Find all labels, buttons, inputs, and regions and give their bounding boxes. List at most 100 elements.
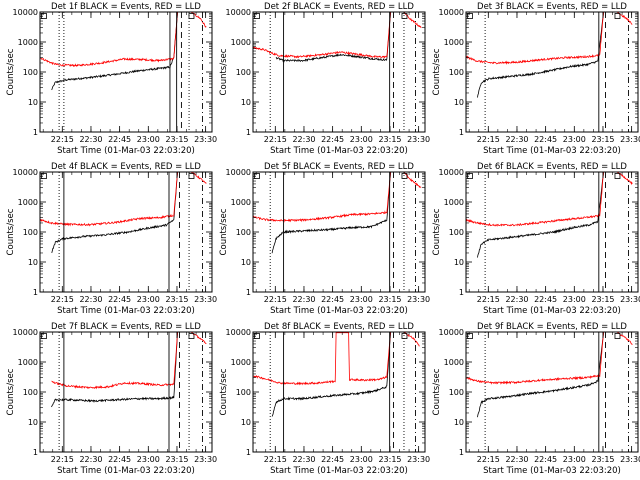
y-tick-label: 1000	[18, 198, 38, 207]
flag-box	[188, 173, 195, 179]
y-tick-label: 1000	[444, 38, 464, 47]
panel-title: Det 6f BLACK = Events, RED = LLD	[477, 162, 627, 172]
lld-rate-line	[40, 12, 207, 68]
x-axis-label: Start Time (01-Mar-03 22:03:20)	[57, 306, 195, 316]
events-rate-line	[477, 12, 616, 98]
y-tick-label: 1000	[231, 38, 251, 47]
x-tick-label: 23:30	[407, 295, 430, 304]
panel-title: Det 5f BLACK = Events, RED = LLD	[264, 162, 414, 172]
events-rate-line	[275, 12, 399, 63]
y-tick-label: 1	[33, 128, 38, 137]
flag-box	[188, 13, 195, 19]
x-tick-label: 23:00	[350, 455, 373, 464]
y-tick-label: 10	[454, 98, 464, 107]
flag-box	[254, 173, 260, 179]
x-axis-label: Start Time (01-Mar-03 22:03:20)	[483, 466, 621, 476]
flag-box	[467, 13, 473, 19]
y-tick-label: 10000	[13, 168, 38, 177]
x-tick-label: 23:15	[165, 135, 188, 144]
x-tick-label: 23:30	[407, 455, 430, 464]
y-tick-label: 1000	[18, 38, 38, 47]
y-tick-label: 10	[454, 418, 464, 427]
flag-box	[614, 173, 621, 179]
x-tick-label: 22:15	[264, 135, 287, 144]
events-rate-line	[271, 172, 399, 254]
x-tick-label: 22:15	[51, 455, 74, 464]
y-tick-label: 10000	[439, 8, 464, 17]
x-tick-label: 22:30	[79, 455, 102, 464]
flag-box	[188, 333, 195, 339]
x-axis-label: Start Time (01-Mar-03 22:03:20)	[57, 146, 195, 156]
y-tick-label: 1000	[444, 358, 464, 367]
x-tick-label: 23:00	[350, 295, 373, 304]
panel-title: Det 1f BLACK = Events, RED = LLD	[51, 2, 201, 12]
y-tick-label: 10	[28, 98, 38, 107]
y-tick-label: 1	[459, 128, 464, 137]
x-tick-label: 23:00	[563, 135, 586, 144]
y-axis-label: Counts/sec	[432, 368, 442, 415]
x-tick-label: 23:00	[137, 135, 160, 144]
y-tick-label: 1	[33, 448, 38, 457]
x-tick-label: 22:15	[264, 295, 287, 304]
detector-panel-6: Det 6f BLACK = Events, RED = LLD 1 10 100 10…	[432, 162, 640, 316]
x-tick-label: 22:30	[505, 295, 528, 304]
y-axis-label: Counts/sec	[432, 48, 442, 95]
y-tick-label: 10000	[13, 8, 38, 17]
x-tick-label: 23:00	[137, 455, 160, 464]
detector-panel-4: Det 4f BLACK = Events, RED = LLD 1 10 100 10…	[6, 162, 217, 316]
y-tick-label: 10	[28, 418, 38, 427]
plot-frame	[252, 11, 426, 133]
y-axis-label: Counts/sec	[6, 368, 16, 415]
flag-box	[41, 173, 47, 179]
x-tick-label: 22:15	[477, 295, 500, 304]
detector-panel-8: Det 8f BLACK = Events, RED = LLD 1 10 100 10…	[219, 322, 430, 476]
x-tick-label: 23:00	[563, 295, 586, 304]
detector-panel-7: Det 7f BLACK = Events, RED = LLD 1 10 100 10…	[6, 322, 217, 476]
x-tick-label: 22:45	[534, 135, 557, 144]
y-tick-label: 10000	[226, 8, 251, 17]
x-tick-label: 22:15	[51, 295, 74, 304]
flag-box	[401, 333, 408, 339]
y-tick-label: 100	[236, 388, 251, 397]
x-axis-label: Start Time (01-Mar-03 22:03:20)	[57, 466, 195, 476]
x-tick-label: 22:30	[505, 455, 528, 464]
lld-rate-line	[253, 172, 422, 223]
y-tick-label: 1000	[231, 198, 251, 207]
x-tick-label: 22:30	[292, 455, 315, 464]
x-tick-label: 23:15	[165, 455, 188, 464]
plot-frame	[39, 11, 213, 133]
y-tick-label: 1000	[18, 358, 38, 367]
y-axis-label: Counts/sec	[6, 208, 16, 255]
x-tick-label: 23:30	[194, 295, 217, 304]
x-tick-label: 23:15	[591, 295, 614, 304]
events-rate-line	[51, 12, 188, 91]
lld-rate-line	[253, 12, 422, 59]
plot-frame	[465, 11, 639, 133]
events-rate-line	[51, 332, 186, 408]
events-rate-line	[271, 332, 399, 417]
x-axis-label: Start Time (01-Mar-03 22:03:20)	[270, 306, 408, 316]
x-tick-label: 22:45	[534, 455, 557, 464]
flag-box	[467, 333, 473, 339]
x-tick-label: 22:45	[321, 135, 344, 144]
x-tick-label: 22:30	[79, 135, 102, 144]
flag-box	[41, 13, 47, 19]
lld-rate-line	[466, 332, 633, 385]
x-axis-label: Start Time (01-Mar-03 22:03:20)	[483, 146, 621, 156]
plot-frame	[252, 171, 426, 293]
detector-panel-2: Det 2f BLACK = Events, RED = LLD 1 10 100 10…	[219, 2, 430, 156]
y-axis-label: Counts/sec	[219, 368, 229, 415]
x-tick-label: 23:30	[620, 135, 640, 144]
events-rate-line	[477, 332, 616, 418]
y-tick-label: 100	[236, 68, 251, 77]
events-rate-line	[477, 172, 616, 258]
x-tick-label: 22:45	[108, 455, 131, 464]
y-tick-label: 1	[459, 288, 464, 297]
panel-title: Det 4f BLACK = Events, RED = LLD	[51, 162, 201, 172]
x-tick-label: 23:15	[591, 455, 614, 464]
y-tick-label: 10	[241, 418, 251, 427]
y-tick-label: 1000	[444, 198, 464, 207]
x-tick-label: 23:00	[563, 455, 586, 464]
y-tick-label: 10000	[226, 328, 251, 337]
